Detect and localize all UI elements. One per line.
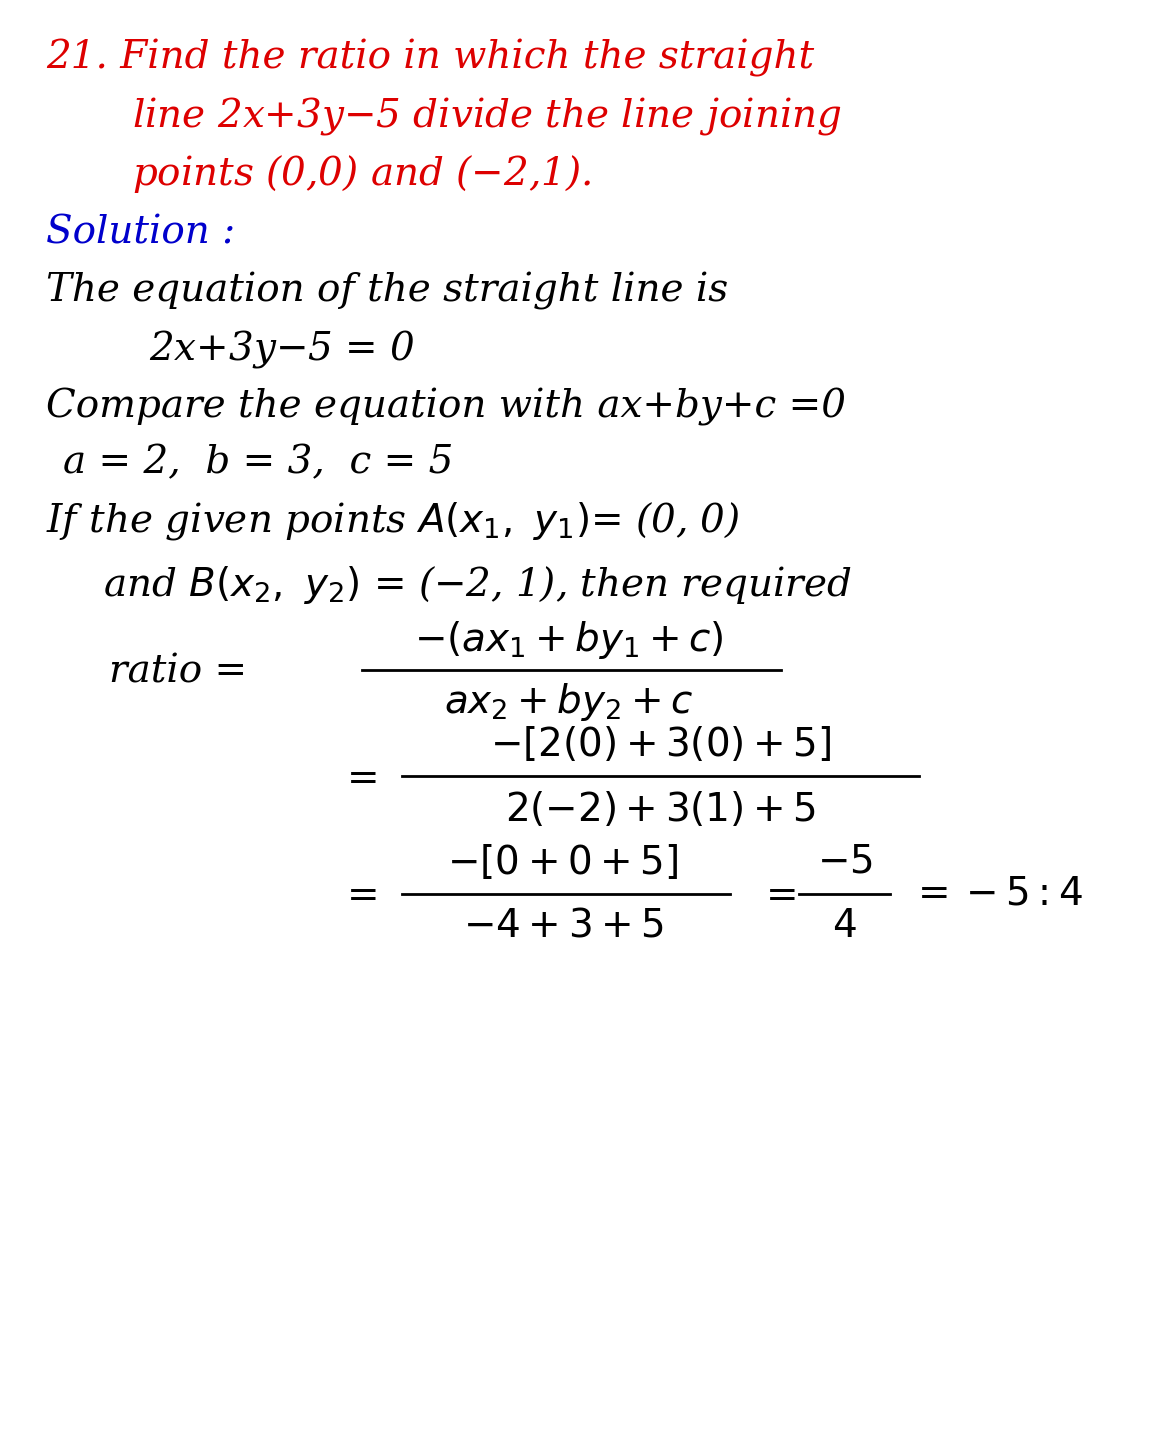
Text: $ax_2+by_2+c$: $ax_2+by_2+c$ xyxy=(444,682,694,723)
Text: $4$: $4$ xyxy=(832,907,857,945)
Text: $=$: $=$ xyxy=(339,759,377,797)
Text: a = 2,  b = 3,  c = 5: a = 2, b = 3, c = 5 xyxy=(63,443,454,481)
Text: $= -5 : 4$: $= -5 : 4$ xyxy=(910,875,1084,913)
Text: If the given points $A(x_1,\ y_1)$= (0, 0): If the given points $A(x_1,\ y_1)$= (0, … xyxy=(46,500,740,541)
Text: $-[2(0)+3(0)+5]$: $-[2(0)+3(0)+5]$ xyxy=(489,726,832,763)
Text: The equation of the straight line is: The equation of the straight line is xyxy=(46,272,728,310)
Text: $=$: $=$ xyxy=(339,875,377,913)
Text: points (0,0) and ($-$2,1).: points (0,0) and ($-$2,1). xyxy=(132,154,592,195)
Text: Solution :: Solution : xyxy=(46,214,236,252)
Text: $=$: $=$ xyxy=(758,875,796,913)
Text: $-[0+0+5]$: $-[0+0+5]$ xyxy=(447,843,679,881)
Text: $-(ax_1+by_1+c)$: $-(ax_1+by_1+c)$ xyxy=(414,619,724,660)
Text: and $B(x_2,\ y_2)$ = ($-$2, 1), then required: and $B(x_2,\ y_2)$ = ($-$2, 1), then req… xyxy=(103,564,853,605)
Text: $-5$: $-5$ xyxy=(817,843,872,881)
Text: 21. Find the ratio in which the straight: 21. Find the ratio in which the straight xyxy=(46,39,815,77)
Text: Compare the equation with ax+by+c =0: Compare the equation with ax+by+c =0 xyxy=(46,388,846,426)
Text: $-4+3+5$: $-4+3+5$ xyxy=(463,907,663,945)
Text: $2(-2)+3(1)+5$: $2(-2)+3(1)+5$ xyxy=(506,791,816,829)
Text: line 2x+3y$-$5 divide the line joining: line 2x+3y$-$5 divide the line joining xyxy=(132,96,842,137)
Text: 2x+3y$-$5 = 0: 2x+3y$-$5 = 0 xyxy=(149,329,416,369)
Text: ratio =: ratio = xyxy=(109,653,247,691)
